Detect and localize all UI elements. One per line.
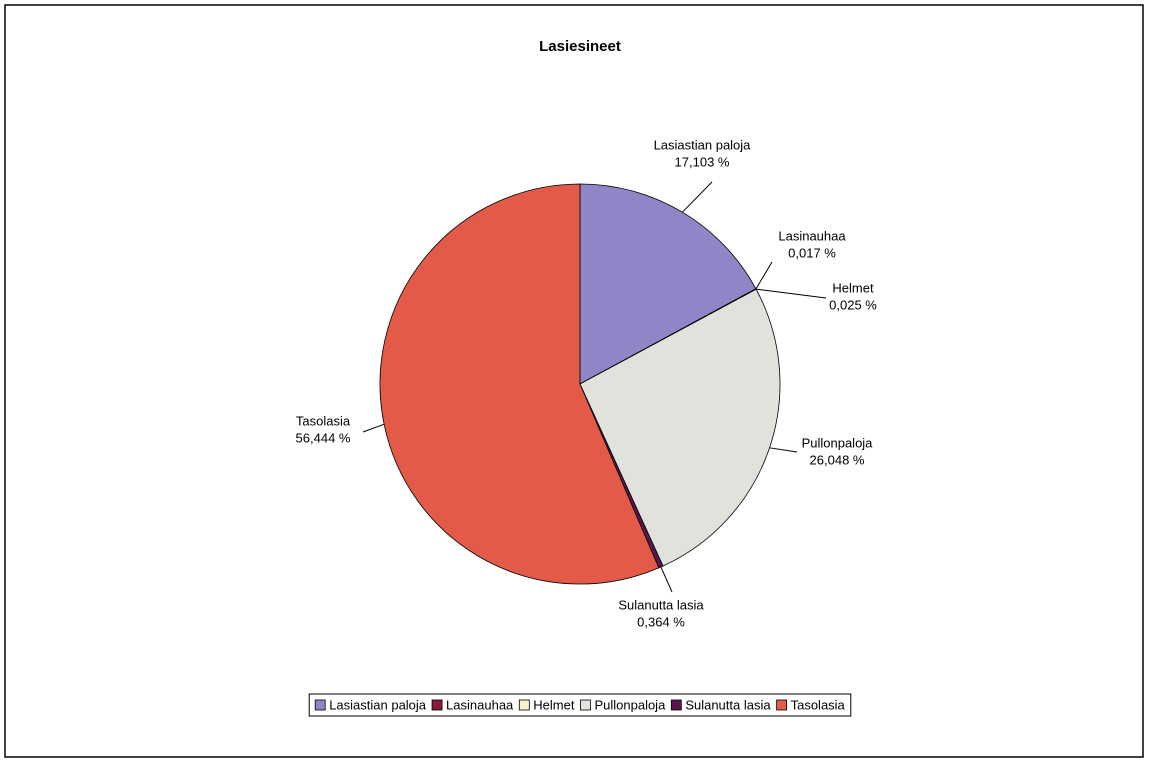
slice-value-label: 0,025 % (829, 297, 877, 312)
leader-line (755, 288, 827, 299)
legend-swatch (670, 699, 682, 711)
legend-swatch (580, 699, 591, 711)
slice-value-label: 17,103 % (675, 154, 730, 169)
legend-label: Helmet (533, 697, 575, 712)
legend-swatch (776, 699, 788, 711)
slice-label: Tasolasia (296, 413, 351, 428)
slice-value-label: 0,364 % (637, 614, 685, 629)
leader-line (362, 423, 385, 433)
slice-label: Lasiastian paloja (654, 137, 752, 152)
pie-slice (579, 183, 757, 385)
legend-swatch (431, 699, 443, 711)
legend-swatch (518, 699, 530, 711)
chart-title: Lasiesineet (539, 38, 621, 55)
leader-line (769, 447, 798, 453)
legend-box (308, 693, 852, 717)
legend-swatch (314, 699, 326, 711)
slice-label: Sulanutta lasia (618, 597, 704, 612)
slice-label: Lasinauhaa (778, 228, 846, 243)
pie-slice (379, 183, 660, 585)
leader-line (660, 566, 673, 593)
slice-value-label: 0,017 % (788, 245, 836, 260)
pie-slice (579, 288, 781, 567)
slice-value-label: 56,444 % (296, 430, 351, 445)
legend-label: Lasiastian paloja (329, 697, 427, 712)
leader-line (755, 261, 773, 290)
slice-label: Helmet (832, 280, 874, 295)
legend-label: Lasinauhaa (446, 697, 514, 712)
slice-label: Pullonpaloja (802, 435, 874, 450)
legend-label: Tasolasia (791, 697, 846, 712)
slice-value-label: 26,048 % (810, 452, 865, 467)
leader-line (682, 181, 713, 213)
legend-label: Pullonpaloja (594, 697, 666, 712)
legend-label: Sulanutta lasia (685, 697, 771, 712)
